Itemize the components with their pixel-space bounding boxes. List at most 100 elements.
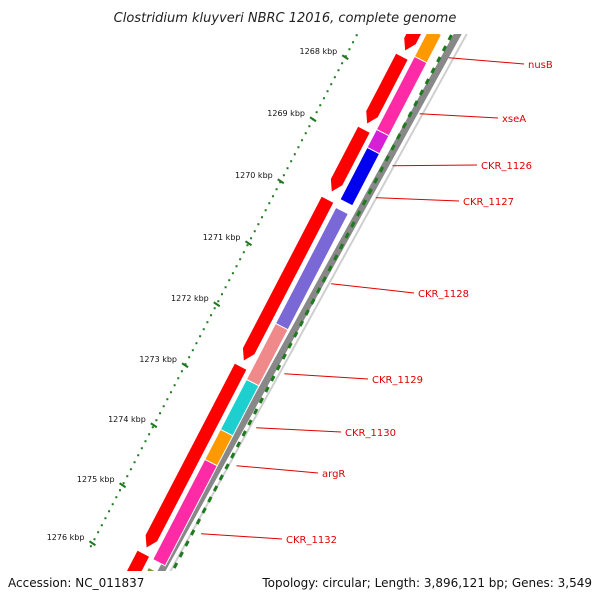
ruler-dot xyxy=(118,489,121,492)
gc-tick xyxy=(418,89,425,96)
gc-tick xyxy=(293,331,299,338)
ruler-dot xyxy=(315,111,318,114)
ruler-dot xyxy=(301,139,304,142)
ruler-dot xyxy=(206,321,209,324)
ruler-dot xyxy=(253,230,256,233)
gc-tick xyxy=(315,287,322,294)
ruler-dot xyxy=(126,475,129,478)
gc-tick xyxy=(401,122,408,129)
ruler-dot xyxy=(111,503,114,506)
ruler-dot xyxy=(195,342,198,345)
ruler-dot xyxy=(341,62,344,65)
ruler-dot xyxy=(279,181,282,184)
kbp-tick-label: 1275 kbp xyxy=(77,475,115,484)
ruler-dot xyxy=(137,454,140,457)
ruler-dot xyxy=(199,335,202,338)
gene-label: nusB xyxy=(528,60,553,71)
kbp-tick-label: 1274 kbp xyxy=(108,415,146,424)
ruler-dot xyxy=(202,328,205,331)
ruler-dot xyxy=(293,153,296,156)
gc-tick xyxy=(373,177,379,184)
gc-tick xyxy=(441,45,448,52)
ruler-dot xyxy=(286,167,289,170)
ruler-dot xyxy=(264,209,267,212)
kbp-tick-label: 1268 kbp xyxy=(300,47,338,56)
cds-forward-arrow xyxy=(241,195,335,363)
gc-tick xyxy=(275,364,282,371)
ruler-dot xyxy=(242,251,245,254)
ruler-dot xyxy=(133,461,136,464)
gene-feature xyxy=(152,458,218,567)
ruler-dot xyxy=(326,90,329,93)
ruler-dot xyxy=(348,48,351,51)
ruler-tick xyxy=(88,540,96,547)
cds-forward-arrow xyxy=(144,362,248,550)
ruler-tick xyxy=(213,301,221,308)
ruler-dot xyxy=(308,125,311,128)
ruler-tick xyxy=(309,116,317,123)
gc-tick xyxy=(287,342,293,349)
ruler-dot xyxy=(180,370,183,373)
ruler-dot xyxy=(257,223,260,226)
genome-summary: Topology: circular; Length: 3,896,121 bp… xyxy=(261,576,592,590)
forward-strand-features xyxy=(114,0,440,600)
gc-tick xyxy=(298,320,305,327)
label-leader-line xyxy=(448,57,525,65)
ruler-dot xyxy=(191,349,194,352)
ruler-dot xyxy=(235,265,238,268)
ruler-dot xyxy=(322,97,325,100)
gene-label: argR xyxy=(322,469,345,480)
ruler-dot xyxy=(166,398,169,401)
ruler-dot xyxy=(169,391,172,394)
label-leader-line xyxy=(375,197,460,202)
gc-tick xyxy=(195,518,202,525)
ruler-dot xyxy=(151,426,154,429)
ruler-dot xyxy=(104,517,107,520)
kbp-tick-label: 1271 kbp xyxy=(203,233,241,242)
ruler-dot xyxy=(129,468,132,471)
ruler-dot xyxy=(282,174,285,177)
gene-label: CKR_1127 xyxy=(463,197,514,208)
label-leader-line xyxy=(256,427,342,433)
ruler-dot xyxy=(184,363,187,366)
gc-tick xyxy=(218,474,224,481)
ruler-dot xyxy=(108,510,111,513)
gc-tick xyxy=(430,67,436,74)
gc-tick xyxy=(264,386,270,393)
gc-tick xyxy=(172,562,179,569)
ruler-tick xyxy=(181,362,189,369)
accession-label: Accession: NC_011837 xyxy=(8,576,144,590)
gc-tick xyxy=(304,309,310,316)
ruler-tick xyxy=(150,422,158,429)
kbp-tick-label: 1276 kbp xyxy=(47,533,85,542)
gc-tick xyxy=(190,529,196,536)
gene-label: CKR_1132 xyxy=(286,535,337,546)
ruler-dot xyxy=(344,55,347,58)
ruler-dot xyxy=(333,76,336,79)
map-title: Clostridium kluyveri NBRC 12016, complet… xyxy=(114,11,457,26)
ruler-dot xyxy=(319,104,322,107)
ruler-dot xyxy=(355,34,358,37)
gc-tick xyxy=(310,298,316,305)
ruler-dot xyxy=(155,419,158,422)
gc-tick xyxy=(350,221,356,228)
gene-label: CKR_1126 xyxy=(481,161,532,172)
gc-tick xyxy=(321,276,327,283)
ruler-dot xyxy=(304,132,307,135)
label-leader-line xyxy=(419,113,499,119)
gc-tick xyxy=(384,155,390,162)
ruler-dot xyxy=(140,447,143,450)
gc-tick xyxy=(258,397,264,404)
ruler-dot xyxy=(246,244,249,247)
gc-tick xyxy=(367,188,373,195)
ruler-dot xyxy=(159,412,162,415)
gc-tick xyxy=(333,254,339,261)
gene-label: CKR_1128 xyxy=(418,289,469,300)
ruler-dot xyxy=(115,496,118,499)
ruler-dots xyxy=(89,0,376,548)
gc-tick xyxy=(253,408,259,415)
ruler-dot xyxy=(122,482,125,485)
gc-tick xyxy=(356,210,362,217)
cds-forward-arrow xyxy=(329,125,372,194)
gene-label: CKR_1129 xyxy=(372,375,423,386)
